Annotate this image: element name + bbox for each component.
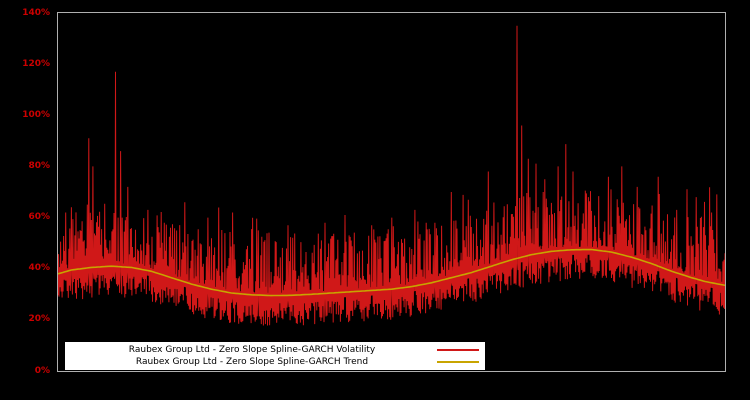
y-axis: 0% 20% 40% 60% 80% 100% 120% 140% <box>0 0 50 400</box>
volatility-line-sample <box>437 349 479 351</box>
trend-line <box>58 248 725 297</box>
y-tick-label: 80% <box>28 160 50 171</box>
legend: Raubex Group Ltd - Zero Slope Spline-GAR… <box>65 342 485 370</box>
y-tick-label: 20% <box>28 314 50 325</box>
y-tick-label: 120% <box>22 58 50 69</box>
y-tick-label: 60% <box>28 212 50 223</box>
y-tick-label: 40% <box>28 263 50 274</box>
plot-area: Raubex Group Ltd - Zero Slope Spline-GAR… <box>57 12 726 372</box>
y-tick-label: 140% <box>22 7 50 18</box>
volatility-series <box>58 25 725 326</box>
y-tick-label: 100% <box>22 109 50 120</box>
y-tick-label: 0% <box>34 365 50 376</box>
plot-canvas <box>58 25 725 326</box>
legend-row-trend: Raubex Group Ltd - Zero Slope Spline-GAR… <box>71 356 479 368</box>
legend-row-volatility: Raubex Group Ltd - Zero Slope Spline-GAR… <box>71 344 479 356</box>
trend-line-sample <box>437 361 479 363</box>
legend-label-trend: Raubex Group Ltd - Zero Slope Spline-GAR… <box>135 357 369 367</box>
legend-label-volatility: Raubex Group Ltd - Zero Slope Spline-GAR… <box>128 345 376 355</box>
